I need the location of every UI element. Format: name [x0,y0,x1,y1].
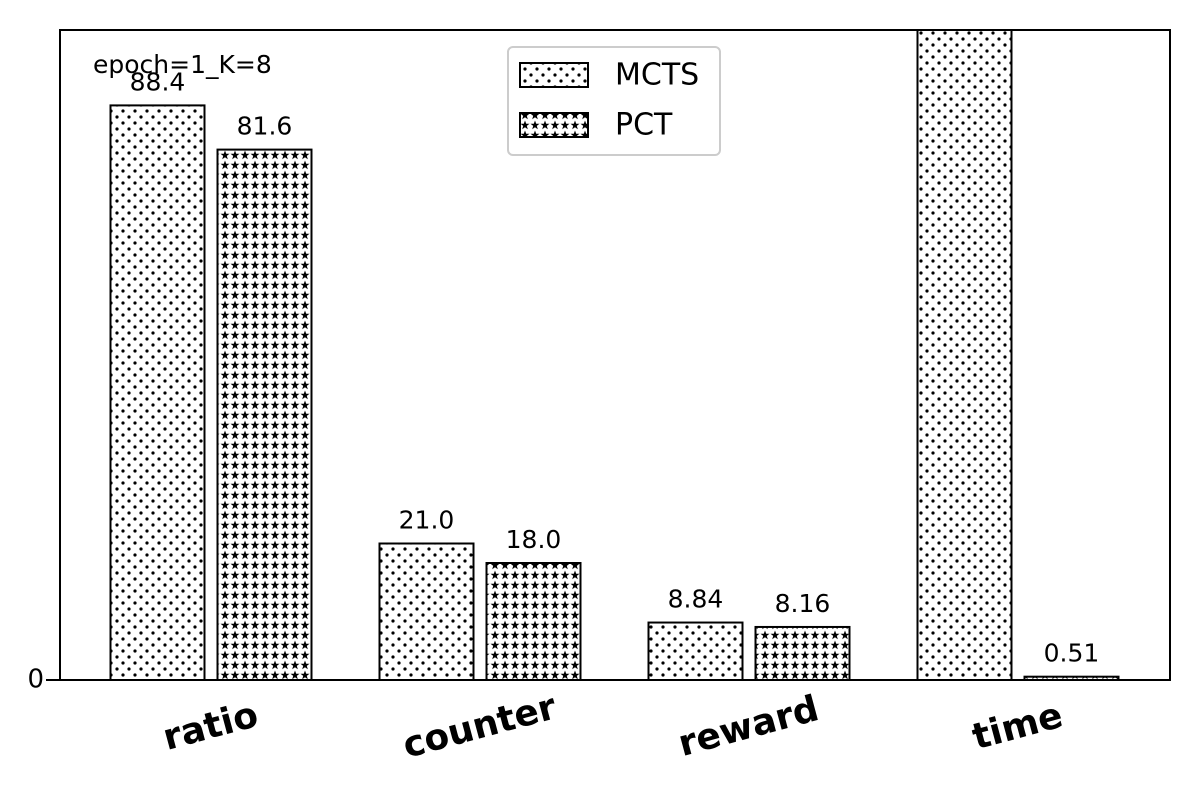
bar [485,562,582,680]
value-label: 81.6 [237,112,293,141]
bar [916,30,1013,680]
axes-frame [59,29,1171,681]
legend-label: PCT [615,108,673,143]
value-label: 8.84 [668,585,724,614]
value-label: 0.51 [1044,639,1100,668]
value-label: 88.4 [130,67,186,96]
x-tick-label: counter [399,686,561,766]
x-tick-label: reward [674,688,823,765]
x-tick-label: time [968,695,1067,758]
plot-area [109,30,1120,680]
legend-swatch [519,112,589,138]
bar [378,542,475,680]
bar [647,621,744,680]
x-tick-label: ratio [159,694,263,759]
value-label: 18.0 [506,525,562,554]
y-tick-label: 0 [27,665,44,695]
bar [109,104,206,680]
value-label: 8.16 [775,589,831,618]
value-label: 21.0 [399,506,455,535]
legend-swatch [519,62,589,88]
bar [754,625,851,680]
legend-label: MCTS [615,58,699,93]
bar [216,148,313,680]
chart-title: epoch=1_K=8 [93,50,272,79]
